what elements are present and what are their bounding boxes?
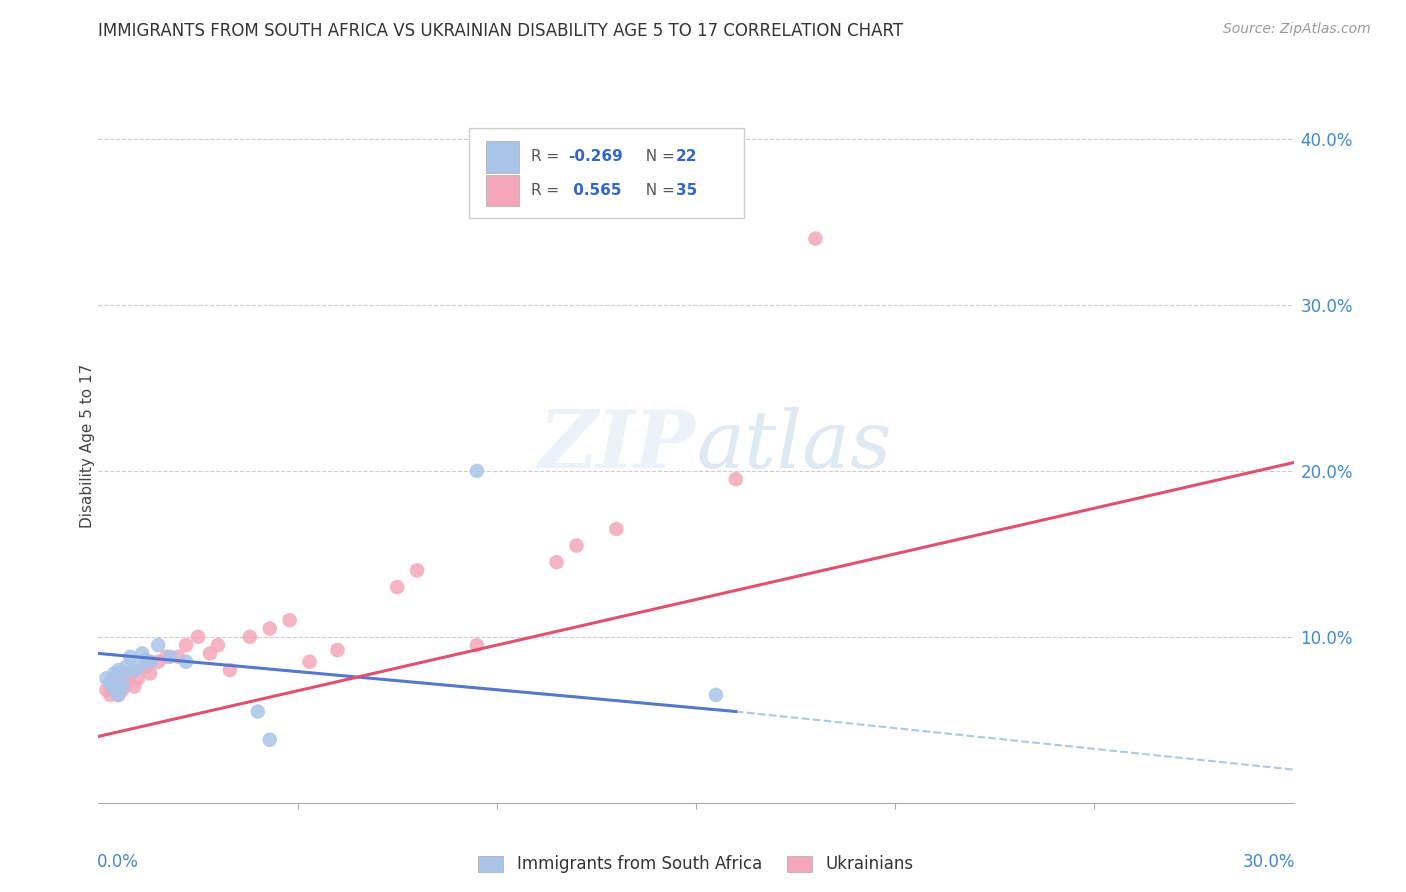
- Point: [704, 688, 727, 702]
- Point: [135, 659, 157, 673]
- Point: [107, 671, 129, 685]
- Text: 30.0%: 30.0%: [1243, 853, 1295, 871]
- Point: [724, 472, 747, 486]
- Point: [120, 666, 142, 681]
- Point: [155, 649, 177, 664]
- Point: [465, 638, 488, 652]
- Point: [100, 676, 122, 690]
- Point: [115, 659, 138, 673]
- Point: [187, 630, 209, 644]
- Point: [96, 682, 118, 697]
- Point: [115, 676, 138, 690]
- Legend: Immigrants from South Africa, Ukrainians: Immigrants from South Africa, Ukrainians: [472, 849, 920, 880]
- Point: [131, 647, 153, 661]
- Point: [148, 655, 170, 669]
- Point: [107, 688, 129, 702]
- Point: [207, 638, 229, 652]
- Point: [103, 671, 125, 685]
- Point: [139, 666, 162, 681]
- Point: [198, 647, 221, 661]
- Point: [174, 638, 197, 652]
- Point: [111, 680, 134, 694]
- Point: [107, 688, 129, 702]
- Text: 22: 22: [676, 150, 697, 164]
- Point: [278, 613, 301, 627]
- Text: atlas: atlas: [696, 408, 891, 484]
- Point: [135, 653, 157, 667]
- FancyBboxPatch shape: [485, 141, 519, 173]
- Text: N =: N =: [637, 183, 681, 198]
- Point: [127, 671, 149, 685]
- Text: R =: R =: [531, 183, 564, 198]
- Text: R =: R =: [531, 150, 564, 164]
- Point: [298, 655, 321, 669]
- Point: [159, 649, 181, 664]
- Point: [96, 671, 118, 685]
- Point: [546, 555, 568, 569]
- FancyBboxPatch shape: [470, 128, 744, 218]
- Point: [148, 638, 170, 652]
- Text: Source: ZipAtlas.com: Source: ZipAtlas.com: [1223, 22, 1371, 37]
- Point: [239, 630, 262, 644]
- Text: ZIP: ZIP: [538, 408, 696, 484]
- Point: [100, 676, 122, 690]
- Point: [167, 649, 190, 664]
- Text: 35: 35: [676, 183, 697, 198]
- Point: [565, 539, 588, 553]
- Point: [406, 564, 429, 578]
- Text: 0.0%: 0.0%: [97, 853, 139, 871]
- Point: [259, 622, 281, 636]
- Point: [465, 464, 488, 478]
- FancyBboxPatch shape: [485, 175, 519, 206]
- Point: [259, 732, 281, 747]
- Point: [139, 655, 162, 669]
- Point: [120, 649, 142, 664]
- Text: IMMIGRANTS FROM SOUTH AFRICA VS UKRAINIAN DISABILITY AGE 5 TO 17 CORRELATION CHA: IMMIGRANTS FROM SOUTH AFRICA VS UKRAINIA…: [98, 22, 904, 40]
- Point: [111, 671, 134, 685]
- Point: [124, 680, 146, 694]
- Point: [605, 522, 627, 536]
- Point: [127, 659, 149, 673]
- Point: [103, 682, 125, 697]
- Text: -0.269: -0.269: [568, 150, 623, 164]
- Point: [385, 580, 409, 594]
- Point: [326, 643, 349, 657]
- Text: 0.565: 0.565: [568, 183, 621, 198]
- Point: [103, 680, 125, 694]
- Y-axis label: Disability Age 5 to 17: Disability Age 5 to 17: [80, 364, 94, 528]
- Point: [111, 682, 134, 697]
- Point: [804, 231, 827, 245]
- Point: [107, 663, 129, 677]
- Point: [174, 655, 197, 669]
- Point: [103, 666, 125, 681]
- Point: [100, 688, 122, 702]
- Point: [246, 705, 269, 719]
- Point: [124, 663, 146, 677]
- Text: N =: N =: [637, 150, 681, 164]
- Point: [219, 663, 242, 677]
